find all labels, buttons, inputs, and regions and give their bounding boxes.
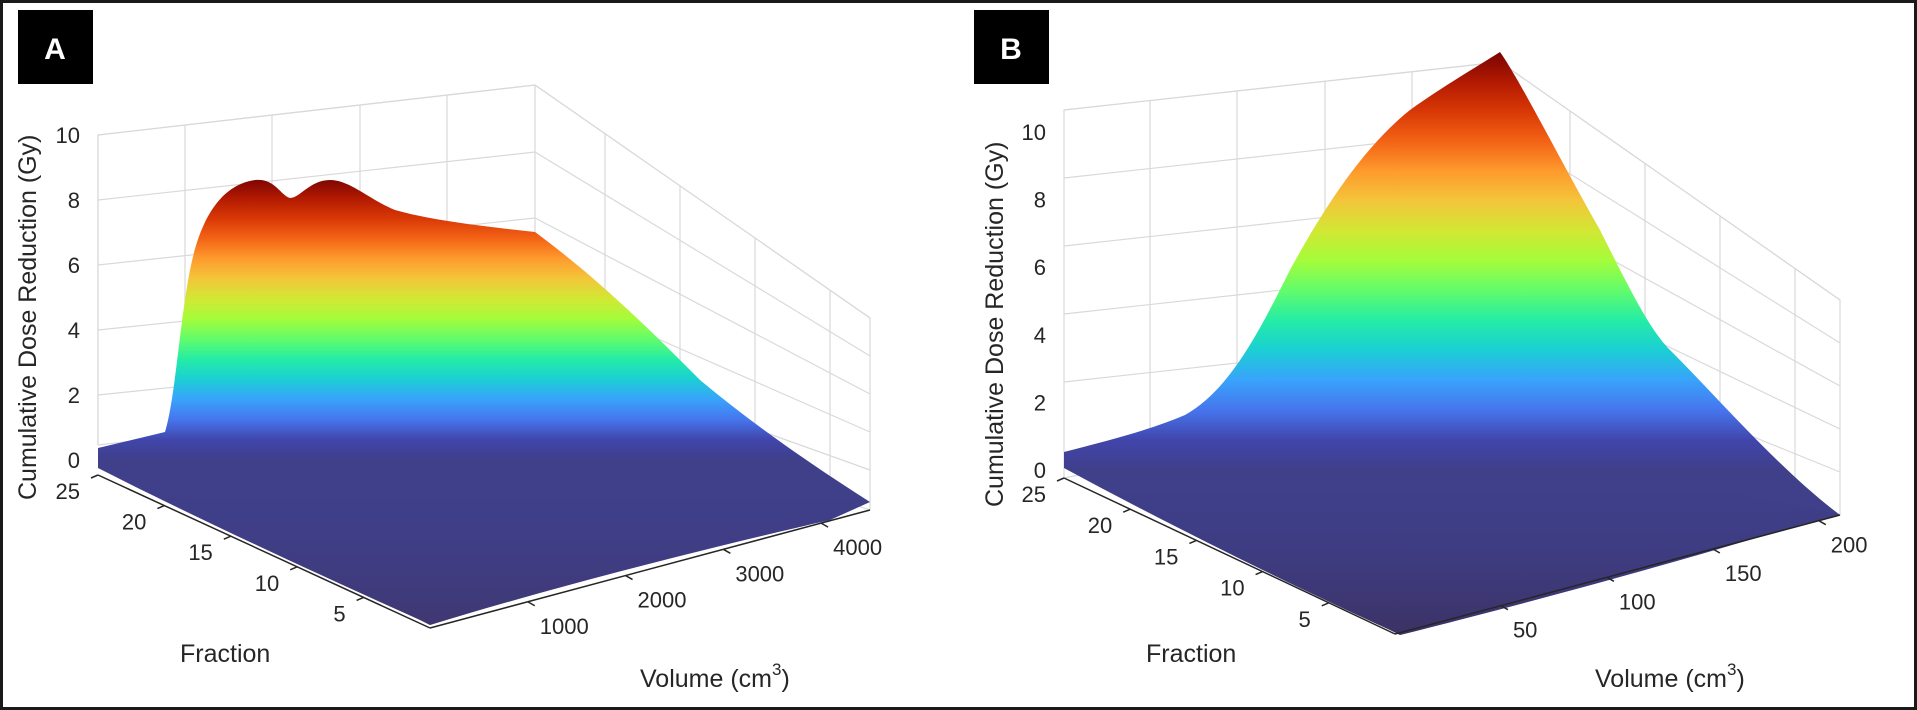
panel-b-z-tick-label: 10: [1022, 120, 1046, 145]
panel-b-x-axis-label-sup: 3: [1727, 660, 1736, 679]
panel-a-z-tick-label: 8: [68, 188, 80, 213]
panel-b-x-axis-label-main: Volume (cm: [1595, 665, 1727, 693]
panel-a-z-tick-label: 4: [68, 318, 80, 343]
panel-a-x-tick-mark: [527, 601, 536, 607]
panel-b-y-tick-mark: [1321, 602, 1330, 607]
panel-a-y-tick-mark: [157, 504, 165, 510]
panel-b: 0 2 4 6 8 10 5 10 15 20 25 50 100 150 200 Cumulative…: [974, 10, 1868, 693]
panel-b-z-tick-label: 6: [1034, 255, 1046, 280]
panel-b-y-tick-label: 20: [1088, 513, 1112, 538]
panel-a-y-tick-mark: [356, 596, 364, 602]
panel-b-x-tick-mark: [1500, 605, 1509, 611]
panel-a-y-tick-label: 10: [255, 571, 279, 596]
panel-b-y-tick-mark: [1056, 477, 1065, 482]
panel-b-z-axis-label: Cumulative Dose Reduction (Gy): [981, 142, 1009, 507]
panel-b-y-tick-mark: [1122, 508, 1131, 513]
panel-b-x-tick-label: 100: [1619, 589, 1656, 614]
panel-b-z-ticks: 0 2 4 6 8 10: [1022, 120, 1046, 483]
panel-a-y-axis-line: [97, 474, 431, 629]
panel-b-y-axis-line: [1063, 477, 1396, 635]
panel-b-y-tick-mark: [1255, 570, 1263, 576]
panel-a-y-tick-mark: [223, 535, 232, 540]
panel-a-x-tick-mark: [722, 548, 731, 554]
panel-b-y-tick-label: 5: [1299, 607, 1311, 632]
panel-a-x-axis-line: [429, 509, 871, 629]
panel-b-x-tick-mark: [1818, 520, 1827, 526]
panel-b-label-box: [974, 10, 1049, 84]
panel-a-x-axis-label-close: ): [781, 665, 789, 693]
panel-a-x-tick-label: 3000: [735, 561, 784, 586]
panel-b-x-tick-mark: [1712, 548, 1721, 554]
panel-b-axes: [1063, 477, 1841, 635]
panel-a-x-tick-mark: [820, 522, 829, 528]
panel-a: 0 2 4 6 8 10 5 10 15 20 25 1000 2000 3000 4000 Cumul…: [14, 10, 882, 693]
panel-a-y-tick-mark: [289, 566, 298, 571]
panel-a-z-axis-label: Cumulative Dose Reduction (Gy): [14, 135, 42, 500]
panel-b-y-ticks: 5 10 15 20 25: [1022, 477, 1330, 632]
panel-a-z-tick-label: 2: [68, 383, 80, 408]
panel-a-y-ticks: 5 10 15 20 25: [56, 474, 364, 626]
panel-a-axes: [97, 474, 871, 629]
panel-b-z-tick-label: 0: [1034, 458, 1046, 483]
panel-a-z-ticks: 0 2 4 6 8 10: [56, 123, 80, 473]
panel-a-x-tick-mark: [625, 574, 633, 581]
panel-b-label: B: [1000, 33, 1022, 66]
panel-b-y-tick-label: 25: [1022, 482, 1046, 507]
panel-a-x-axis-label: Volume (cm3): [640, 660, 790, 693]
panel-b-y-tick-label: 10: [1220, 576, 1244, 601]
panel-a-x-ticks: 1000 2000 3000 4000: [527, 522, 882, 639]
panel-b-y-tick-label: 15: [1154, 544, 1178, 569]
panel-b-z-tick-label: 8: [1034, 188, 1046, 213]
panel-b-x-ticks: 50 100 150 200: [1500, 520, 1868, 643]
panel-b-x-tick-label: 150: [1725, 561, 1762, 586]
panel-a-x-tick-label: 2000: [638, 588, 687, 613]
panel-b-x-tick-mark: [1606, 576, 1615, 582]
panel-b-x-axis-line: [1394, 514, 1841, 635]
panel-a-y-tick-mark: [90, 474, 99, 479]
panel-b-y-axis-label: Fraction: [1146, 640, 1236, 668]
panel-a-surface-shade: [98, 432, 870, 625]
panel-a-y-tick-label: 5: [333, 601, 345, 626]
panel-a-x-tick-label: 4000: [833, 535, 882, 560]
panel-b-x-axis-label-close: ): [1736, 665, 1744, 693]
panel-a-y-tick-label: 15: [188, 540, 212, 565]
panel-a-x-tick-label: 1000: [540, 614, 589, 639]
panel-b-x-axis-label: Volume (cm3): [1595, 660, 1745, 693]
panel-a-label-box: [18, 10, 93, 84]
panel-a-x-axis-label-main: Volume (cm: [640, 665, 772, 693]
panel-a-z-tick-label: 6: [68, 253, 80, 278]
panel-a-z-tick-label: 0: [68, 448, 80, 473]
panel-b-x-tick-label: 200: [1831, 533, 1868, 558]
panel-a-z-tick-label: 10: [56, 123, 80, 148]
panel-b-z-tick-label: 2: [1034, 390, 1046, 415]
panel-a-y-tick-label: 25: [56, 479, 80, 504]
panel-b-surface-shade: [1064, 452, 1840, 635]
panel-b-x-tick-label: 50: [1513, 618, 1537, 643]
panel-b-y-tick-mark: [1189, 539, 1197, 545]
panel-a-y-tick-label: 20: [122, 510, 146, 535]
panel-a-y-axis-label: Fraction: [180, 640, 270, 668]
panel-b-z-tick-label: 4: [1034, 323, 1046, 348]
panel-a-x-axis-label-sup: 3: [772, 660, 781, 679]
panel-a-label: A: [44, 33, 66, 66]
